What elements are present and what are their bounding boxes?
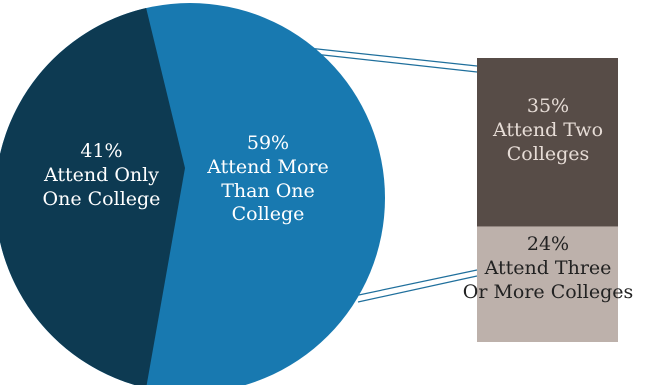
bar-label-two-colleges: 35% Attend Two Colleges [478, 95, 618, 166]
bar-label-three-or-more-colleges: 24% Attend Three Or More Colleges [452, 233, 644, 304]
slice-label-line: One College [42, 187, 161, 210]
breakdown-bar [477, 58, 618, 342]
slice-label-line: Than One [221, 179, 315, 202]
bar-percent: 35% [526, 95, 570, 117]
bar-label-line: Colleges [506, 142, 590, 165]
bar-label-line: Attend Two [492, 118, 604, 141]
slice-label-multiple-colleges: 59% Attend More Than One College [188, 132, 348, 227]
pie [0, 3, 385, 385]
bar-segment-1 [477, 226, 618, 342]
connector-line [307, 47, 478, 67]
bar-segment-0 [477, 58, 618, 227]
bar-percent: 24% [526, 233, 570, 255]
slice-percent: 59% [246, 132, 290, 154]
slice-label-line: Attend More [207, 155, 329, 178]
connector-line [357, 275, 478, 303]
pie-slice-single-college [0, 7, 185, 385]
slice-label-line: Attend Only [44, 163, 159, 186]
slice-label-single-college: 41% Attend Only One College [14, 140, 189, 211]
bar-label-line: Attend Three [484, 256, 612, 279]
connector-line [313, 53, 478, 73]
slice-label-line: College [231, 203, 305, 226]
connector-lines [307, 47, 478, 303]
bar-label-line: Or More Colleges [462, 280, 634, 303]
connector-line [353, 269, 478, 297]
slice-percent: 41% [80, 140, 123, 162]
